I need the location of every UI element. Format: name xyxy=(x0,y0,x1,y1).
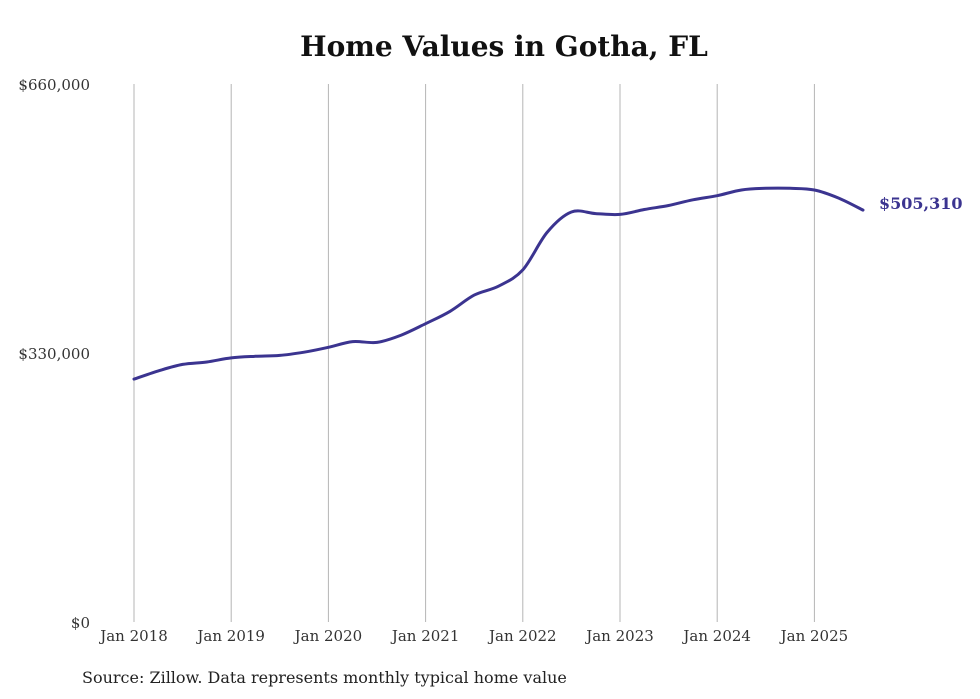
x-tick-label: Jan 2019 xyxy=(195,627,265,645)
x-tick-label: Jan 2024 xyxy=(681,627,751,645)
y-tick-label: $330,000 xyxy=(18,345,90,363)
home-value-line xyxy=(132,186,865,381)
x-axis-ticks: Jan 2018 Jan 2019 Jan 2020 Jan 2021 Jan 2022… xyxy=(98,627,848,645)
chart-title: Home Values in Gotha, FL xyxy=(300,30,708,63)
x-tick-label: Jan 2020 xyxy=(293,627,363,645)
x-tick-label: Jan 2021 xyxy=(390,627,460,645)
y-tick-label: $660,000 xyxy=(18,76,90,94)
end-value-label: $505,310 xyxy=(879,194,963,213)
x-tick-label: Jan 2022 xyxy=(487,627,557,645)
x-tick-label: Jan 2023 xyxy=(584,627,654,645)
y-axis-ticks: $660,000 $330,000 $0 xyxy=(18,76,90,632)
source-note: Source: Zillow. Data represents monthly … xyxy=(82,668,567,687)
grid-lines xyxy=(133,84,815,622)
x-tick-label: Jan 2025 xyxy=(779,627,849,645)
y-tick-label: $0 xyxy=(71,614,90,632)
x-tick-label: Jan 2018 xyxy=(98,627,168,645)
